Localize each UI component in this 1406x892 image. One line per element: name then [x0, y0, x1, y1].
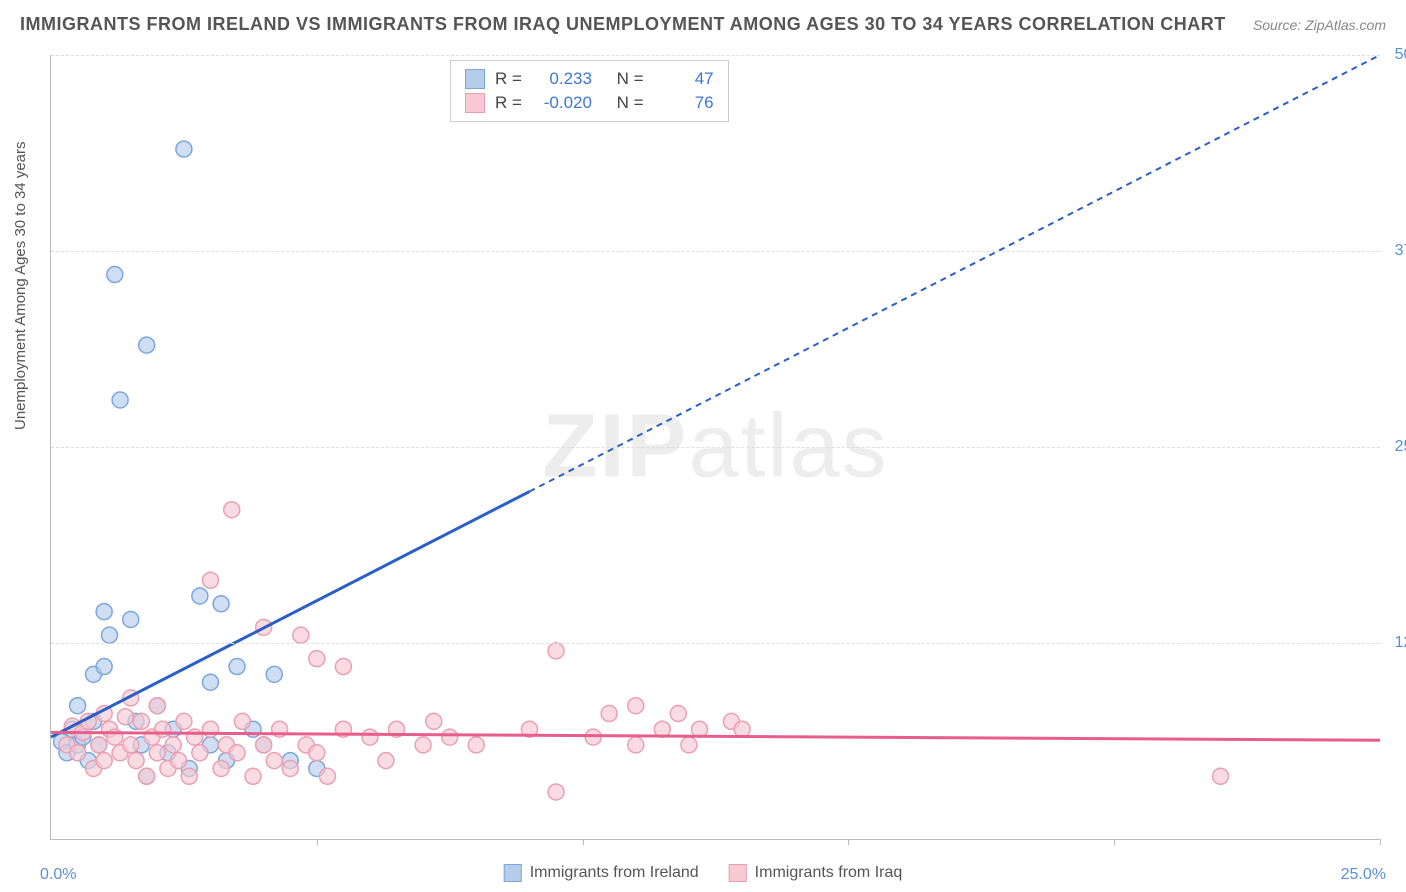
stats-row-iraq: R = -0.020 N = 76 — [465, 91, 714, 115]
grid-line — [51, 55, 1380, 56]
legend-swatch-iraq-icon — [729, 864, 747, 882]
y-tick-label: 25.0% — [1395, 438, 1406, 456]
x-origin-label: 0.0% — [40, 866, 76, 884]
n-label: N = — [617, 69, 644, 89]
y-tick-label: 12.5% — [1395, 634, 1406, 652]
y-axis-label: Unemployment Among Ages 30 to 34 years — [12, 141, 29, 430]
stats-row-ireland: R = 0.233 N = 47 — [465, 67, 714, 91]
x-tick — [1114, 839, 1115, 845]
x-tick — [848, 839, 849, 845]
x-max-label: 25.0% — [1341, 866, 1386, 884]
legend-swatch-ireland-icon — [504, 864, 522, 882]
x-tick — [1380, 839, 1381, 845]
grid-line — [51, 251, 1380, 252]
legend-label-iraq: Immigrants from Iraq — [755, 864, 903, 882]
y-tick-label: 50.0% — [1395, 46, 1406, 64]
r-label: R = — [495, 69, 522, 89]
x-tick — [583, 839, 584, 845]
x-tick — [317, 839, 318, 845]
swatch-ireland-icon — [465, 69, 485, 89]
n-value-iraq: 76 — [654, 93, 714, 113]
r-value-ireland: 0.233 — [532, 69, 592, 89]
r-value-iraq: -0.020 — [532, 93, 592, 113]
grid-line — [51, 447, 1380, 448]
r-label: R = — [495, 93, 522, 113]
n-label: N = — [617, 93, 644, 113]
legend-item-iraq: Immigrants from Iraq — [729, 864, 903, 882]
stats-legend-box: R = 0.233 N = 47 R = -0.020 N = 76 — [450, 60, 729, 122]
chart-title: IMMIGRANTS FROM IRELAND VS IMMIGRANTS FR… — [20, 14, 1226, 35]
y-tick-label: 37.5% — [1395, 242, 1406, 260]
plot-area: ZIPatlas 12.5%25.0%37.5%50.0% — [50, 55, 1380, 840]
legend-item-ireland: Immigrants from Ireland — [504, 864, 699, 882]
swatch-iraq-icon — [465, 93, 485, 113]
legend-label-ireland: Immigrants from Ireland — [530, 864, 699, 882]
grid-line — [51, 643, 1380, 644]
bottom-legend: Immigrants from Ireland Immigrants from … — [504, 864, 903, 882]
n-value-ireland: 47 — [654, 69, 714, 89]
title-bar: IMMIGRANTS FROM IRELAND VS IMMIGRANTS FR… — [20, 14, 1386, 35]
source-label: Source: ZipAtlas.com — [1253, 17, 1386, 33]
